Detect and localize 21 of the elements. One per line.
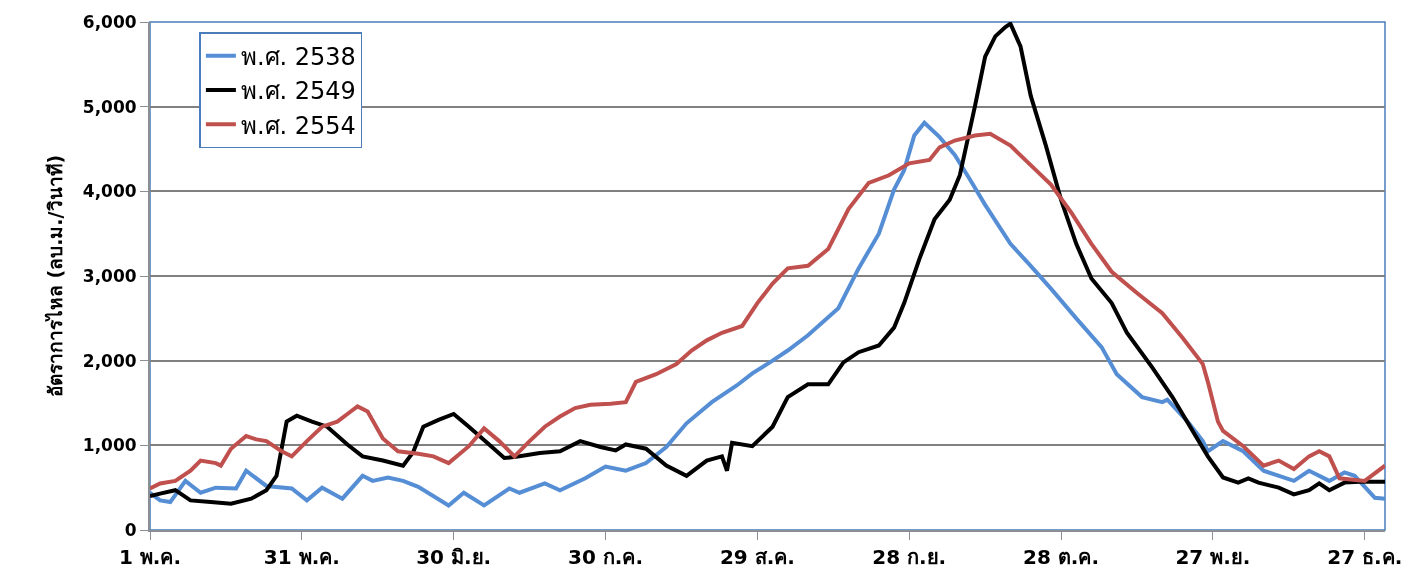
x-tick-label: 31 พ.ค. (263, 545, 340, 569)
legend-label: พ.ศ. 2549 (240, 77, 356, 106)
y-tick-label: 2,000 (82, 350, 137, 371)
y-axis-title: อัตราการไหล (ลบ.ม./วินาที) (44, 154, 67, 398)
x-tick-label: 29 ส.ค. (719, 545, 795, 569)
y-tick-label: 5,000 (82, 96, 137, 117)
x-tick-label: 27 พ.ย. (1175, 545, 1251, 569)
y-tick-label: 0 (124, 519, 137, 540)
legend-label: พ.ศ. 2554 (240, 111, 356, 140)
y-tick-label: 6,000 (82, 11, 137, 32)
line-series (150, 22, 1385, 506)
x-tick-label: 30 มิ.ย. (416, 545, 492, 569)
x-tick-label: 27 ธ.ค. (1327, 545, 1403, 569)
x-tick-label: 1 พ.ค. (118, 545, 182, 569)
y-tick-label: 4,000 (82, 181, 137, 202)
x-tick-label: 28 ต.ค. (1023, 545, 1100, 569)
x-tick-label: 28 ก.ย. (872, 545, 947, 569)
legend-label: พ.ศ. 2538 (240, 43, 356, 72)
y-tick-label: 3,000 (82, 265, 137, 286)
x-tick-label: 30 ก.ค. (568, 545, 644, 569)
y-tick-label: 1,000 (82, 435, 137, 456)
